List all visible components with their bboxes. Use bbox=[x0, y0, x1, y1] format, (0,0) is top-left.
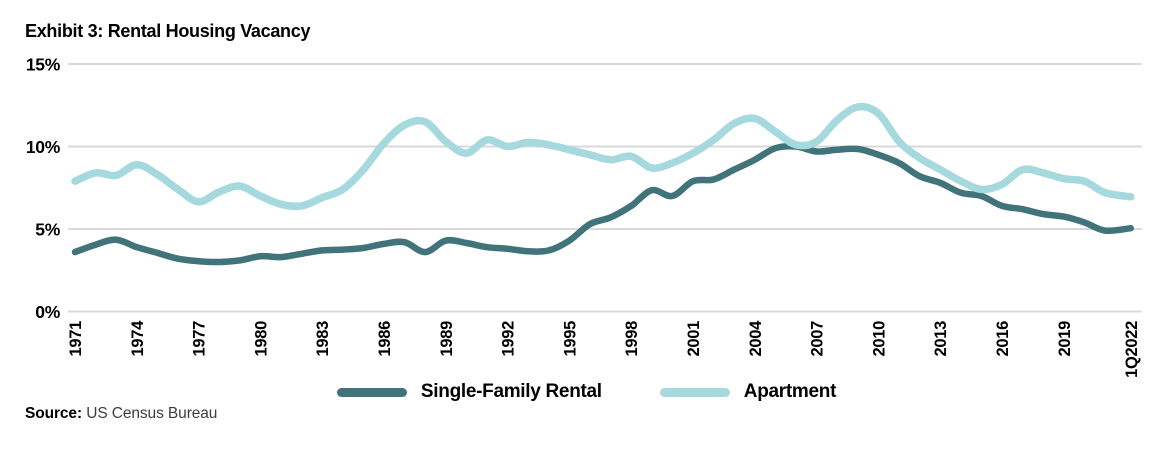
single-family-rental-line-swatch bbox=[336, 387, 407, 397]
svg-text:1971: 1971 bbox=[67, 321, 85, 357]
svg-text:2001: 2001 bbox=[685, 321, 703, 357]
svg-text:1998: 1998 bbox=[623, 321, 641, 357]
svg-text:1980: 1980 bbox=[252, 321, 270, 357]
legend-item-single-family-rental: Single-Family Rental bbox=[336, 381, 602, 403]
svg-text:2007: 2007 bbox=[809, 321, 827, 357]
apartment-line-swatch bbox=[659, 387, 730, 397]
svg-text:1989: 1989 bbox=[438, 321, 456, 357]
vacancy-chart: 0% 5% 10% 15% 1971 1974 1977 1980 1983 1986 1989 19… bbox=[26, 55, 1142, 378]
svg-text:1995: 1995 bbox=[561, 321, 579, 357]
svg-text:2016: 2016 bbox=[994, 321, 1012, 357]
svg-text:5%: 5% bbox=[35, 220, 60, 240]
svg-text:2004: 2004 bbox=[747, 320, 765, 357]
svg-text:1992: 1992 bbox=[500, 321, 518, 357]
source-label: Source: bbox=[25, 405, 83, 422]
svg-text:1974: 1974 bbox=[129, 320, 147, 357]
svg-text:2019: 2019 bbox=[1056, 321, 1074, 357]
svg-text:1986: 1986 bbox=[376, 321, 394, 357]
source-note: Source: US Census Bureau bbox=[25, 405, 217, 423]
chart-legend: Single-Family Rental Apartment bbox=[0, 381, 1173, 403]
svg-text:0%: 0% bbox=[35, 302, 60, 322]
svg-text:2013: 2013 bbox=[932, 321, 950, 357]
svg-text:1977: 1977 bbox=[191, 321, 209, 357]
svg-text:1983: 1983 bbox=[314, 321, 332, 357]
svg-text:10%: 10% bbox=[26, 137, 61, 157]
svg-text:15%: 15% bbox=[26, 55, 61, 75]
legend-item-apartment: Apartment bbox=[659, 381, 837, 403]
source-text: US Census Bureau bbox=[86, 405, 218, 422]
svg-text:2010: 2010 bbox=[870, 321, 888, 357]
legend-label-apartment: Apartment bbox=[743, 381, 837, 402]
chart-title: Exhibit 3: Rental Housing Vacancy bbox=[25, 21, 311, 41]
svg-text:1Q2022: 1Q2022 bbox=[1123, 321, 1141, 378]
legend-label-single-family-rental: Single-Family Rental bbox=[420, 381, 602, 402]
